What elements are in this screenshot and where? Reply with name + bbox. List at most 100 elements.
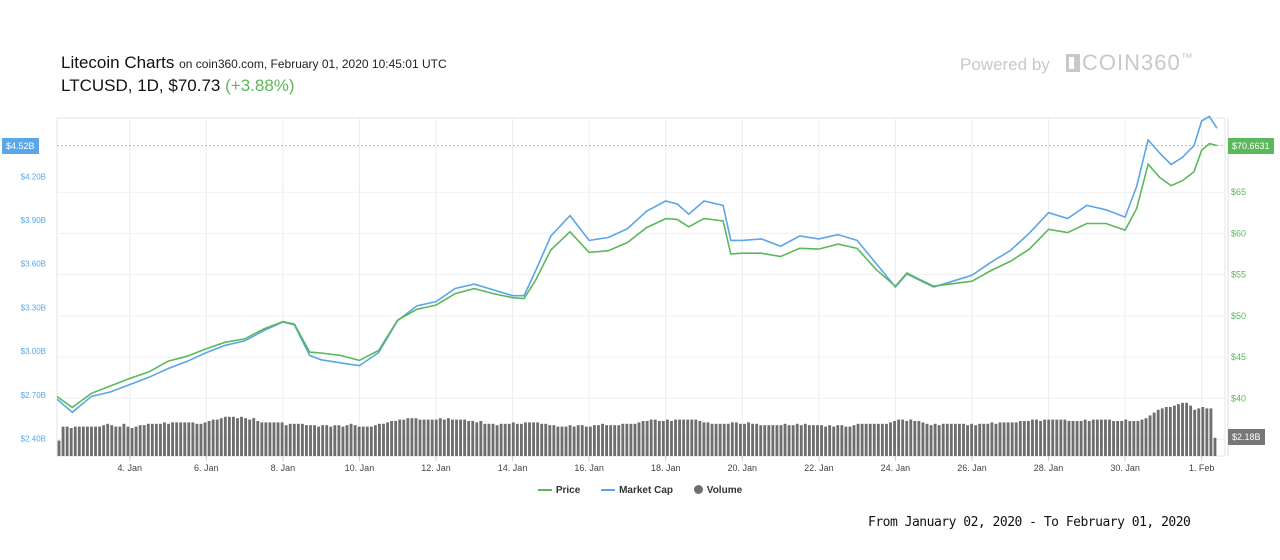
- volume-bar: [61, 426, 65, 456]
- volume-bar: [1104, 419, 1107, 456]
- volume-bar: [726, 423, 730, 456]
- volume-bar: [154, 423, 158, 456]
- volume-bar: [629, 423, 633, 456]
- volume-bar: [268, 422, 272, 456]
- chart-legend: Price Market Cap Volume: [0, 485, 1280, 496]
- volume-bar: [114, 426, 118, 456]
- pair-price: LTCUSD, 1D, $70.73 (+3.88%): [61, 76, 295, 96]
- chart-title-text: Litecoin Charts: [61, 53, 175, 72]
- volume-bar: [1059, 419, 1063, 456]
- volume-bar: [730, 422, 734, 456]
- volume-bar: [702, 422, 706, 456]
- volume-bar: [102, 425, 106, 456]
- volume-bar: [515, 423, 519, 456]
- volume-bar: [378, 423, 381, 456]
- volume-bar: [503, 423, 507, 456]
- price-tick-label: $60: [1231, 228, 1246, 238]
- volume-bar: [211, 419, 215, 456]
- volume-bar: [1128, 421, 1132, 456]
- volume-bar: [674, 419, 677, 456]
- legend-item-market-cap[interactable]: Market Cap: [601, 485, 673, 496]
- volume-bar: [706, 422, 710, 456]
- volume-bar: [678, 419, 682, 456]
- volume-bar: [568, 425, 572, 456]
- market-cap-tick-label: $3.30B: [21, 303, 46, 312]
- volume-bar: [171, 422, 175, 456]
- volume-bar: [528, 422, 531, 456]
- volume-bar: [386, 422, 389, 456]
- volume-bar: [471, 421, 475, 456]
- volume-bar: [1083, 419, 1087, 456]
- volume-bar: [495, 425, 499, 456]
- volume-bar: [1091, 419, 1095, 456]
- legend-volume-label: Volume: [706, 485, 743, 496]
- volume-bar: [455, 419, 458, 456]
- volume-bar: [1010, 422, 1014, 456]
- market-cap-line-icon: [601, 489, 616, 492]
- volume-bar: [1031, 419, 1034, 456]
- legend-item-volume[interactable]: Volume: [693, 485, 743, 496]
- market-cap-tick-label: $3.60B: [21, 260, 46, 269]
- volume-bar: [325, 425, 329, 456]
- volume-bar: [649, 419, 653, 456]
- volume-bar: [1152, 412, 1156, 456]
- volume-bar: [653, 419, 657, 456]
- volume-bar: [203, 422, 207, 456]
- volume-bar: [601, 423, 604, 456]
- volume-bar: [714, 423, 718, 456]
- volume-bar: [94, 426, 97, 456]
- volume-bar: [949, 423, 953, 456]
- volume-bar: [670, 421, 673, 456]
- volume-bar: [958, 423, 961, 456]
- legend-market-cap-label: Market Cap: [619, 485, 673, 496]
- volume-bar: [913, 421, 917, 456]
- volume-bar: [738, 423, 742, 456]
- volume-dot-icon: [693, 485, 703, 494]
- brand-trademark: ™: [1180, 50, 1194, 65]
- volume-bar: [183, 422, 187, 456]
- coin360-logo[interactable]: COIN360™: [1066, 50, 1194, 76]
- volume-bar: [519, 423, 523, 456]
- volume-bar: [309, 425, 312, 456]
- volume-bar: [118, 426, 122, 456]
- volume-bar: [1181, 402, 1184, 456]
- market-cap-tick-label: $2.40B: [21, 435, 46, 444]
- volume-bar: [755, 423, 759, 456]
- volume-bar: [584, 426, 588, 456]
- volume-bar: [264, 422, 268, 456]
- volume-bar: [572, 426, 576, 456]
- volume-bar: [828, 425, 832, 456]
- legend-item-price[interactable]: Price: [537, 485, 580, 496]
- volume-bar: [369, 426, 373, 456]
- volume-bar: [661, 421, 665, 456]
- volume-bar: [179, 422, 183, 456]
- volume-bar: [313, 425, 316, 456]
- volume-bar: [487, 423, 491, 456]
- volume-bar: [925, 423, 929, 456]
- volume-bar: [191, 422, 195, 456]
- volume-bar: [544, 423, 548, 456]
- x-tick-label: 4. Jan: [117, 463, 142, 473]
- volume-bar: [645, 421, 649, 456]
- volume-bar: [885, 423, 888, 456]
- volume-bar: [686, 419, 690, 456]
- volume-bar: [552, 425, 556, 456]
- volume-bar: [292, 423, 296, 456]
- volume-bar: [775, 425, 779, 456]
- volume-bar: [232, 416, 235, 456]
- volume-bar: [1067, 421, 1071, 456]
- volume-bar: [982, 423, 986, 456]
- volume-bar: [1047, 419, 1051, 456]
- volume-bar: [223, 416, 227, 456]
- volume-bar: [1022, 421, 1026, 456]
- volume-bar: [747, 422, 750, 456]
- volume-bar: [110, 425, 114, 456]
- volume-bar: [207, 421, 211, 456]
- volume-bar: [994, 423, 998, 456]
- volume-bar: [974, 425, 978, 456]
- volume-bar: [597, 425, 600, 456]
- x-tick-label: 12. Jan: [421, 463, 451, 473]
- volume-bar: [820, 425, 823, 456]
- volume-bar: [321, 425, 325, 456]
- volume-bar: [446, 418, 450, 456]
